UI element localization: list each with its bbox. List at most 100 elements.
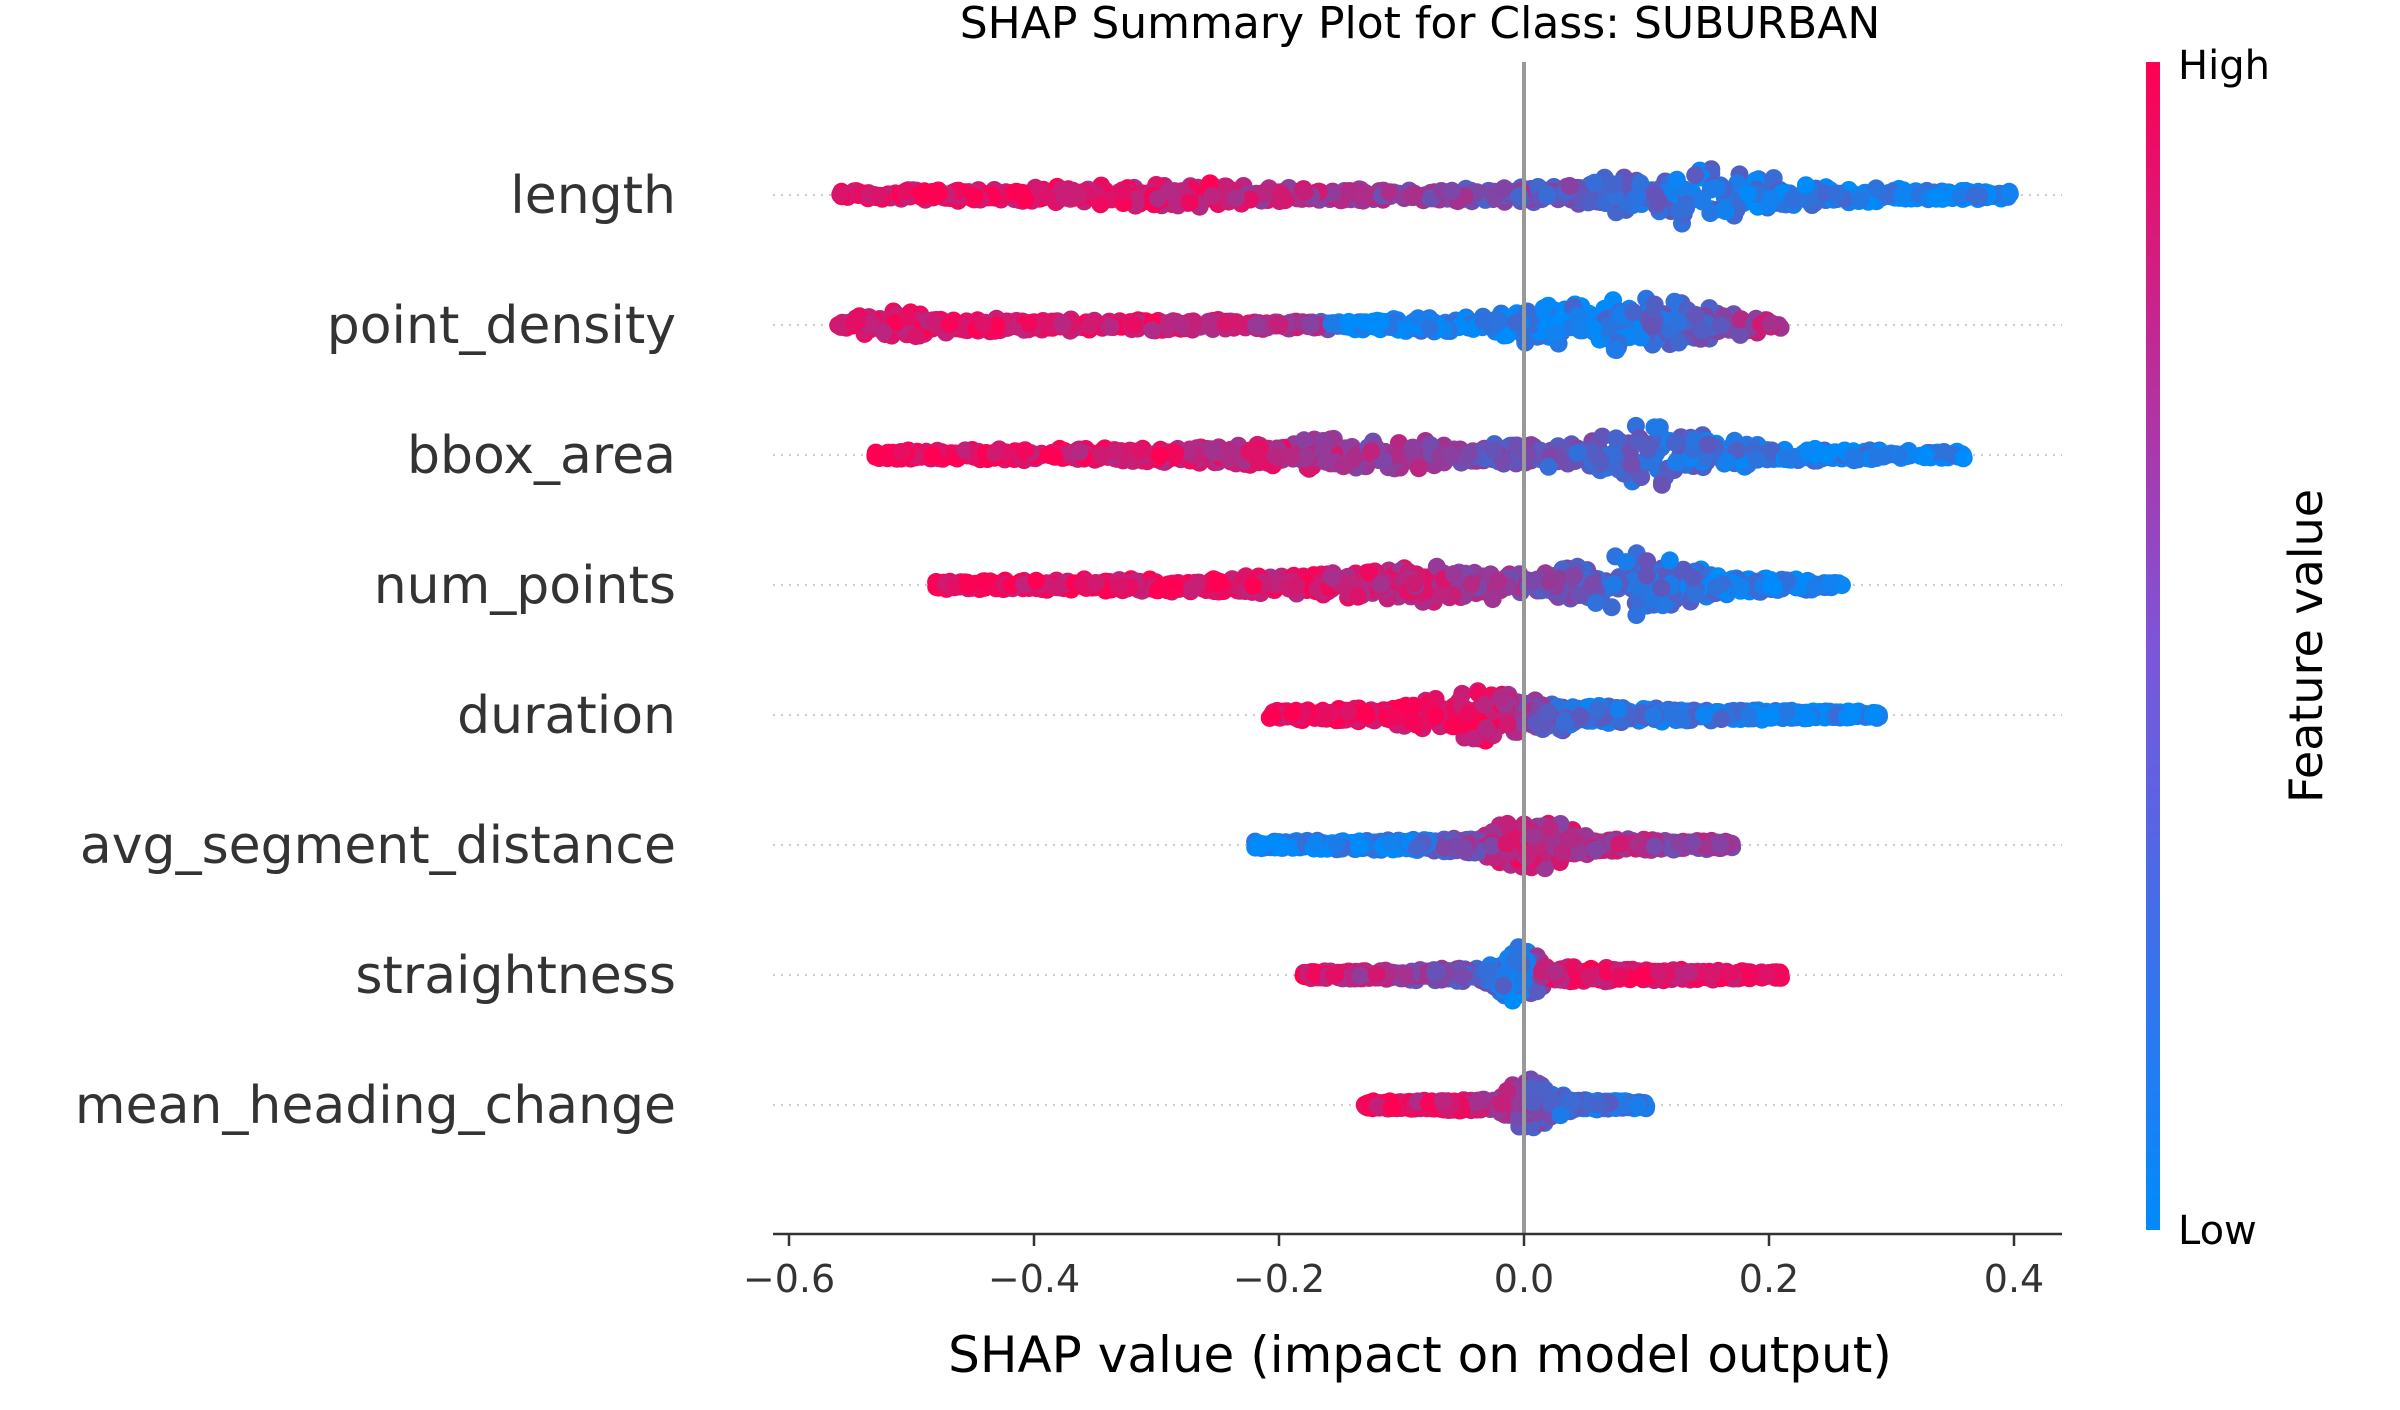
shap-point [1210,573,1229,592]
shap-point [1796,176,1815,195]
shap-point [1805,577,1824,596]
shap-point [1586,593,1605,612]
shap-point [1420,318,1439,337]
shap-point [1362,442,1381,461]
shap-point [1039,316,1058,335]
shap-point [1339,312,1358,331]
shap-point [1581,192,1600,211]
shap-point [1427,707,1445,726]
shap-point [1778,449,1797,468]
shap-point [1539,457,1558,476]
shap-point [1712,316,1730,335]
shap-point [1731,325,1750,344]
shap-point [1677,198,1696,217]
shap-point [1101,317,1120,336]
shap-point [1027,571,1046,590]
shap-point [1565,567,1584,586]
shap-point [1747,450,1766,469]
swarm-point-density [829,289,1790,360]
shap-point [1761,315,1780,334]
shap-point [1916,446,1935,464]
shap-point [1125,316,1144,335]
shap-point [1622,455,1641,474]
shap-point [1267,448,1286,467]
shap-point [1699,435,1717,454]
swarm-length [831,160,2019,233]
shap-point [1645,295,1664,314]
shap-point [1673,710,1692,729]
shap-point [1686,585,1705,604]
shap-point [1718,453,1737,471]
shap-point [1357,706,1376,725]
shap-point [1666,453,1685,472]
shap-point [1667,170,1686,189]
shap-point [1652,579,1671,598]
shap-point [1040,445,1059,464]
shap-point [911,183,930,202]
shap-point [1629,432,1648,451]
shap-point [929,184,948,203]
shap-point [1686,166,1705,185]
shap-point [1583,575,1602,593]
shap-point [1827,184,1846,203]
shap-point [831,185,850,204]
shap-point [1012,183,1031,202]
shap-point [1796,705,1815,724]
shap-point [1295,182,1314,201]
shap-point [1489,572,1508,591]
shap-point [1762,190,1781,209]
shap-point [1609,700,1628,719]
shap-point [1602,598,1621,617]
shap-point [831,317,850,336]
shap-point [1631,328,1650,347]
shap-point [1498,326,1517,345]
shap-point [1055,188,1074,207]
shap-point [1491,688,1510,707]
beeswarm-points [829,160,2019,1137]
shap-point [1143,321,1162,340]
shap-point [1665,433,1684,452]
shap-point [1951,187,1970,206]
shap-point [1893,185,1912,204]
shap-point [1507,313,1526,332]
shap-point [1692,321,1711,340]
shap-point [1443,717,1462,736]
shap-point [1339,702,1358,721]
shap-point [1738,184,1757,203]
shap-point [1442,181,1461,200]
chart-title: SHAP Summary Plot for Class: SUBURBAN [960,0,1881,49]
shap-point [845,313,864,332]
shap-point [985,444,1004,463]
shap-point [1205,443,1224,462]
shap-point [1591,451,1610,470]
shap-point [1091,195,1110,214]
shap-point [892,443,911,462]
shap-point [1131,441,1150,460]
shap-point [1270,316,1289,335]
shap-point [1474,312,1493,331]
shap-point [974,315,992,334]
shap-point [1082,313,1101,332]
shap-point [1244,576,1263,595]
shap-point [898,307,917,326]
shap-point [1459,704,1478,723]
shap-point [1534,299,1553,318]
shap-point [1631,174,1650,193]
shap-point [1628,187,1647,206]
shap-point [1732,578,1750,596]
shap-point [1604,175,1623,194]
shap-point [1571,707,1590,726]
shap-point [1241,190,1260,209]
shap-point [1403,186,1422,205]
swarm-num-points [927,544,1851,624]
shap-point [1585,173,1604,192]
shap-point [1297,448,1316,466]
shap-point [1180,193,1199,212]
shap-point [1665,292,1684,311]
shap-point [1778,703,1797,722]
shap-point [896,182,915,201]
shap-point [1706,578,1725,597]
shap-point [1539,703,1558,722]
shap-point [1624,303,1643,321]
shap-point [1272,185,1291,203]
